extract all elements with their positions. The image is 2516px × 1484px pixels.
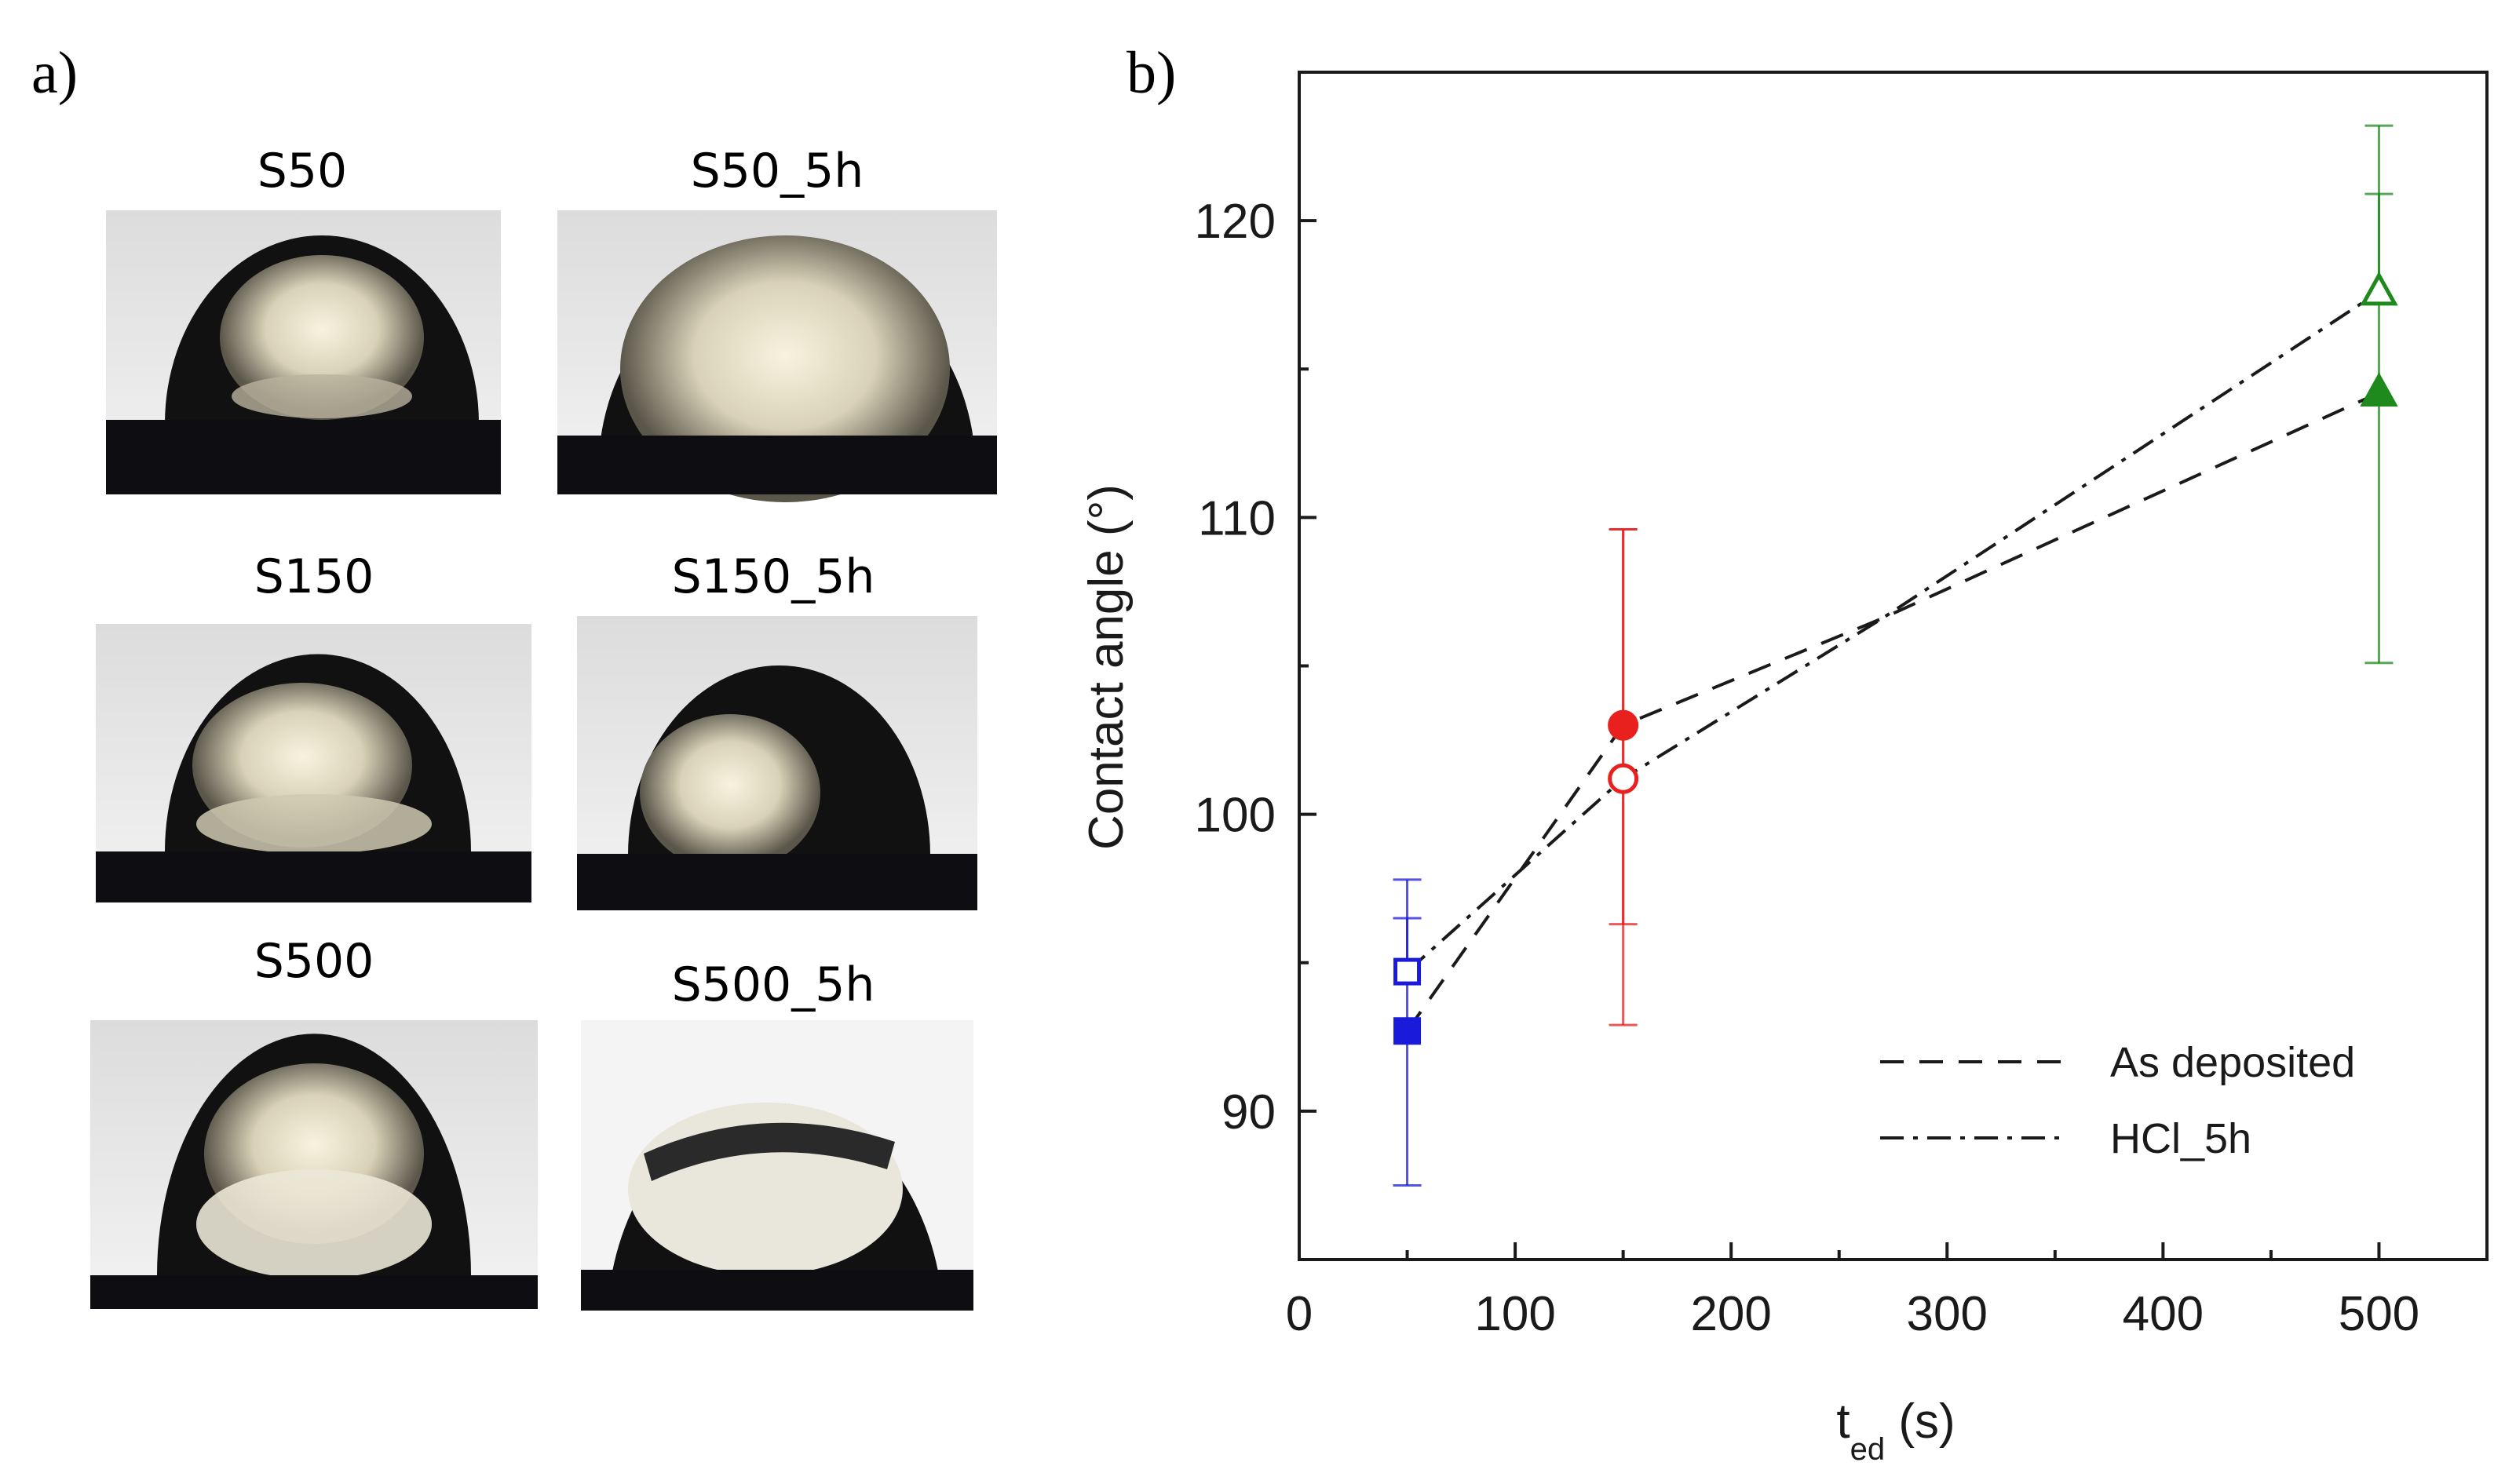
marker-s0-p1 bbox=[1608, 709, 1639, 741]
marker-s0-p2 bbox=[2360, 372, 2398, 407]
series-lines bbox=[1405, 290, 2380, 1032]
axis-ticks bbox=[1298, 71, 2489, 1261]
x-axis-label-subscript: ed bbox=[1850, 1432, 1886, 1467]
x-axis-label-main: t bbox=[1836, 1395, 1850, 1449]
x-axis-label-unit: (s) bbox=[1885, 1395, 1955, 1449]
photo-s500-5h: S500_5h bbox=[581, 957, 973, 1311]
markers bbox=[1393, 271, 2398, 1045]
marker-s1-p2 bbox=[2360, 271, 2398, 306]
x-tick-label-0: 0 bbox=[1286, 1287, 1313, 1341]
photo-s150: S150 bbox=[96, 549, 531, 902]
panel-b-label: b) bbox=[1127, 40, 1176, 106]
photo-title-s50-5h: S50_5h bbox=[691, 144, 864, 199]
x-axis-label: ted (s) bbox=[1836, 1395, 1955, 1467]
legend-label-as-deposited: As deposited bbox=[2110, 1039, 2355, 1086]
x-tick-label-400: 400 bbox=[2123, 1287, 2204, 1341]
y-tick-label-90: 90 bbox=[1221, 1085, 1276, 1139]
photo-title-s500-5h: S500_5h bbox=[672, 957, 875, 1012]
y-tick-label-110: 110 bbox=[1198, 491, 1276, 545]
tick-labels: 0 100 200 300 400 500 90 100 110 120 bbox=[1195, 195, 2420, 1341]
y-tick-label-120: 120 bbox=[1195, 195, 1276, 249]
x-tick-label-300: 300 bbox=[1907, 1287, 1988, 1341]
y-axis-label: Contact angle (°) bbox=[1079, 484, 1134, 850]
x-tick-label-500: 500 bbox=[2339, 1287, 2419, 1341]
series-line-1 bbox=[1406, 290, 2380, 973]
legend: As deposited HCl_5h bbox=[1880, 1039, 2355, 1162]
photo-title-s50: S50 bbox=[257, 144, 347, 199]
legend-label-hcl-5h: HCl_5h bbox=[2110, 1115, 2251, 1162]
x-tick-label-200: 200 bbox=[1690, 1287, 1771, 1341]
photo-title-s500: S500 bbox=[254, 934, 374, 989]
marker-s1-p1 bbox=[1608, 763, 1639, 794]
chart: 0 100 200 300 400 500 90 100 110 120 ted (s) Cont… bbox=[1079, 71, 2489, 1467]
error-bar-s1-p0 bbox=[1393, 878, 1422, 972]
marker-s0-p0 bbox=[1393, 1017, 1422, 1045]
photo-title-s150: S150 bbox=[254, 549, 374, 604]
photo-s500: S500 bbox=[90, 934, 538, 1309]
x-tick-label-100: 100 bbox=[1474, 1287, 1555, 1341]
error-bar-s1-p2 bbox=[2364, 124, 2394, 292]
photo-s50: S50 bbox=[106, 144, 501, 494]
series-line-0 bbox=[1405, 391, 2380, 1032]
error-bars bbox=[1393, 124, 2394, 1187]
y-tick-label-100: 100 bbox=[1195, 789, 1276, 843]
photo-s50-5h: S50_5h bbox=[557, 144, 997, 502]
photo-s150-5h: S150_5h bbox=[577, 549, 977, 910]
marker-s1-p0 bbox=[1393, 957, 1422, 986]
photo-title-s150-5h: S150_5h bbox=[672, 549, 875, 604]
panel-a-label: a) bbox=[31, 40, 78, 106]
